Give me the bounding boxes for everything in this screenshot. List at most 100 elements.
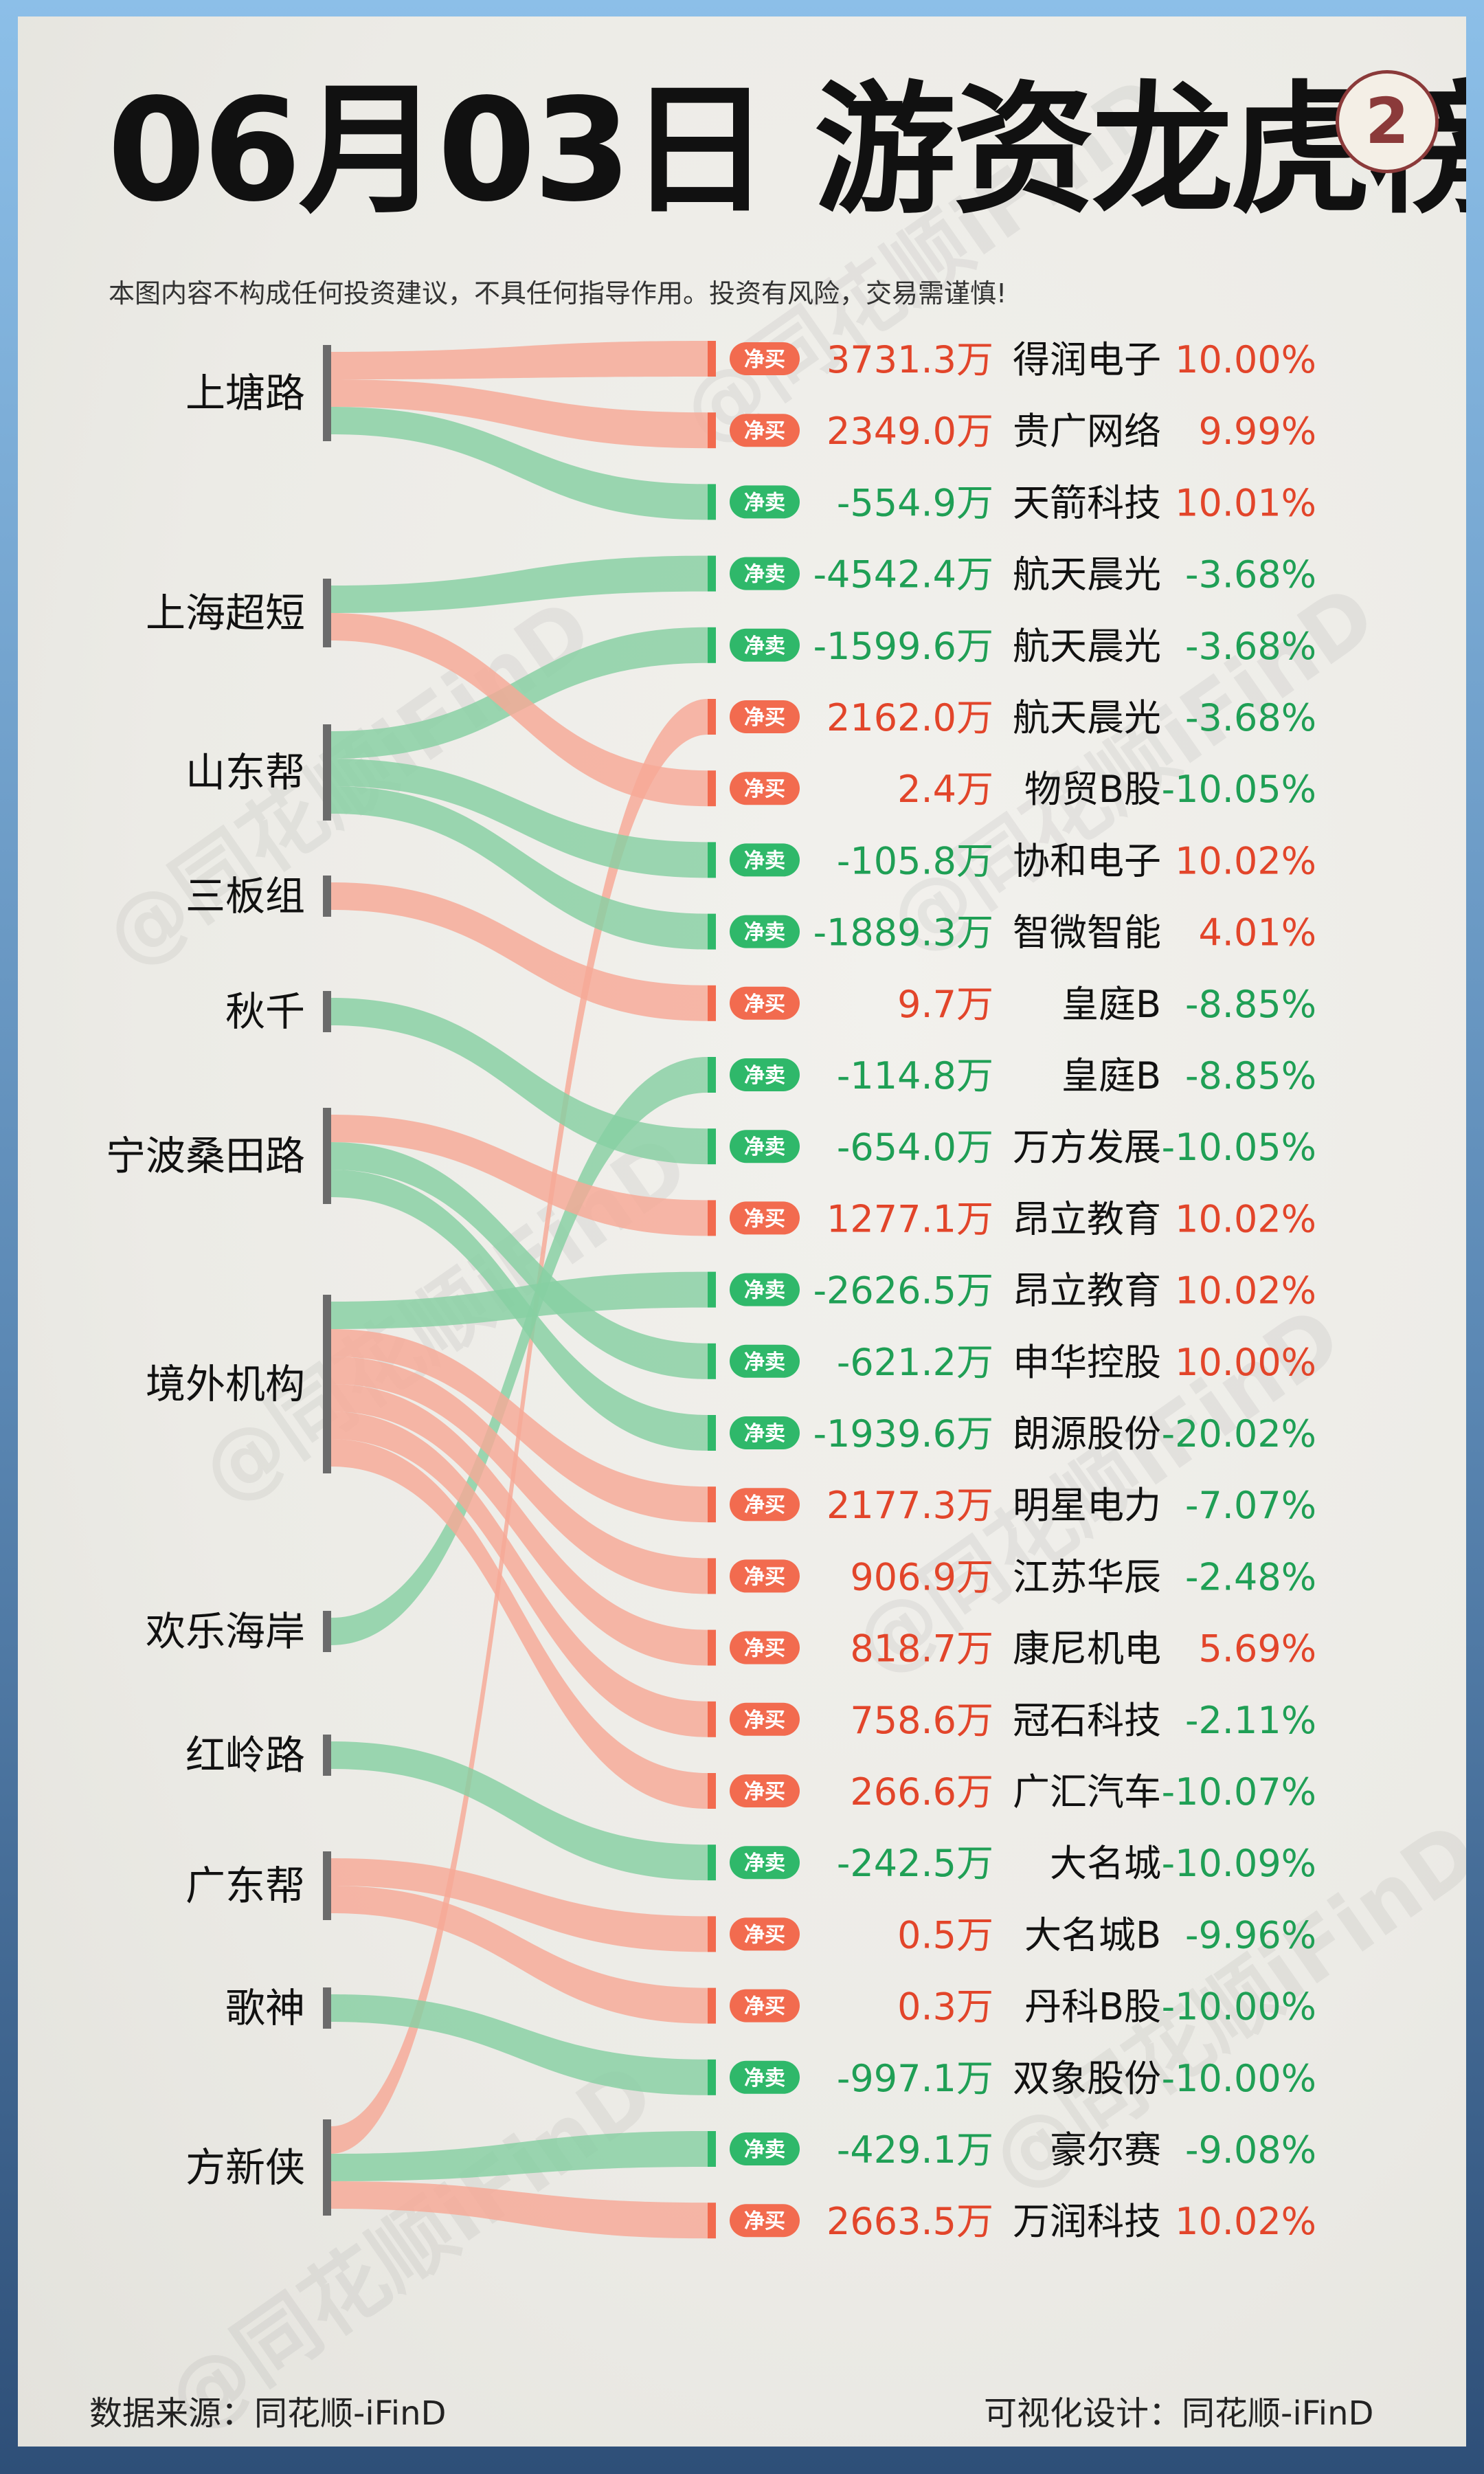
price-change: 10.00%	[1175, 338, 1316, 381]
flow-band	[331, 1384, 708, 1666]
badge-label: 净卖	[744, 1350, 785, 1374]
price-change: -3.68%	[1185, 696, 1316, 739]
target-bar	[708, 985, 716, 1021]
net-sell-badge	[730, 557, 800, 590]
net-sell-badge	[730, 1416, 800, 1449]
net-buy-badge	[730, 1774, 800, 1807]
source-node-bar	[323, 1851, 331, 1920]
source-node-bar	[323, 1295, 331, 1473]
flow-band	[331, 1858, 708, 1952]
stock-name: 双象股份	[1013, 2057, 1161, 2100]
stock-name: 贵广网络	[1013, 410, 1161, 453]
stock-name: 昂立教育	[1013, 1269, 1161, 1313]
stock-name: 航天晨光	[1013, 696, 1161, 739]
badge-label: 净卖	[744, 1064, 785, 1088]
stock-name: 万方发展	[1013, 1126, 1161, 1169]
flow-band	[331, 1142, 708, 1379]
flow-band	[331, 2131, 708, 2181]
source-node-label: 方新侠	[186, 2144, 305, 2191]
badge-label: 净买	[744, 1995, 785, 2019]
flow-amount: -4542.4万	[813, 553, 993, 597]
price-change: -10.00%	[1162, 1985, 1316, 2029]
target-bar	[708, 842, 716, 878]
price-change: -7.07%	[1185, 1484, 1316, 1527]
net-sell-badge	[730, 628, 800, 662]
stock-name: 广汇汽车	[1013, 1770, 1161, 1814]
stock-name: 江苏华辰	[1013, 1555, 1161, 1598]
net-sell-badge	[730, 2060, 800, 2094]
net-buy-badge	[730, 1631, 800, 1664]
source-node-label: 三板组	[186, 873, 305, 920]
page-number-badge: 2	[1336, 70, 1439, 173]
net-buy-badge	[730, 1488, 800, 1522]
stock-name: 智微智能	[1013, 911, 1161, 955]
flow-amount: -1599.6万	[813, 625, 993, 668]
price-change: -8.85%	[1185, 983, 1316, 1026]
flow-band	[331, 1741, 708, 1881]
flow-band	[331, 1886, 708, 2024]
flow-amount: -554.9万	[837, 481, 993, 524]
price-change: -9.08%	[1185, 2128, 1316, 2172]
flow-amount: -242.5万	[837, 1842, 993, 1885]
stock-name: 皇庭B	[1061, 1054, 1161, 1097]
price-change: -10.05%	[1162, 768, 1316, 811]
target-bar	[708, 913, 716, 950]
stock-name: 冠石科技	[1013, 1699, 1161, 1742]
flow-amount: -114.8万	[837, 1054, 993, 1097]
stock-name: 申华控股	[1013, 1341, 1161, 1384]
badge-label: 净买	[744, 706, 785, 730]
flow-amount: 2177.3万	[827, 1484, 993, 1527]
price-change: 10.02%	[1175, 1197, 1316, 1240]
flow-amount: -621.2万	[837, 1341, 993, 1384]
badge-label: 净买	[744, 1207, 785, 1231]
source-node-bar	[323, 724, 331, 821]
price-change: -3.68%	[1185, 625, 1316, 668]
price-change: 10.02%	[1175, 1269, 1316, 1313]
price-change: 5.69%	[1198, 1627, 1316, 1671]
net-buy-badge	[730, 2204, 800, 2238]
badge-label: 净买	[744, 777, 785, 801]
source-node-label: 秋千	[225, 988, 305, 1035]
flow-band	[331, 998, 708, 1165]
target-bar	[708, 2059, 716, 2095]
stock-name: 航天晨光	[1013, 625, 1161, 668]
source-node-bar	[323, 2119, 331, 2216]
source-node-bar	[323, 991, 331, 1032]
source-node-bar	[323, 876, 331, 917]
net-buy-badge	[730, 1702, 800, 1736]
price-change: -10.09%	[1162, 1842, 1316, 1885]
flow-band	[331, 2181, 708, 2239]
flow-amount: -997.1万	[837, 2057, 993, 2100]
stock-name: 大名城	[1050, 1842, 1161, 1885]
badge-label: 净卖	[744, 1422, 785, 1446]
price-change: 10.02%	[1175, 2200, 1316, 2243]
source-node-label: 广东帮	[186, 1862, 305, 1909]
badge-label: 净卖	[744, 849, 785, 873]
badge-label: 净买	[744, 992, 785, 1016]
price-change: -2.48%	[1185, 1555, 1316, 1598]
source-node-bar	[323, 579, 331, 647]
sankey-chart: 上塘路上海超短山东帮三板组秋千宁波桑田路境外机构欢乐海岸红岭路广东帮歌神方新侠 …	[106, 338, 1316, 2243]
badge-label: 净卖	[744, 921, 785, 945]
price-change: -9.96%	[1185, 1913, 1316, 1957]
price-change: -8.85%	[1185, 1054, 1316, 1097]
net-sell-badge	[730, 485, 800, 519]
stock-name: 康尼机电	[1013, 1627, 1161, 1671]
price-change: -2.11%	[1185, 1699, 1316, 1742]
flow-amount: -2626.5万	[813, 1269, 993, 1313]
badge-label: 净卖	[744, 1851, 785, 1875]
target-bar	[708, 1415, 716, 1451]
flow-amount: 2162.0万	[827, 696, 993, 739]
source-node-label: 上塘路	[186, 370, 305, 416]
target-bar	[708, 1987, 716, 2024]
source-node-label: 红岭路	[186, 1732, 305, 1779]
flow-band	[331, 555, 708, 613]
price-change: -10.07%	[1162, 1770, 1316, 1814]
target-bar	[708, 341, 716, 377]
target-bar	[708, 1200, 716, 1236]
flow-amount: 758.6万	[850, 1699, 993, 1742]
badge-label: 净卖	[744, 491, 785, 515]
page-title: 06月03日 游资龙虎榜	[107, 68, 1466, 233]
target-bar	[708, 1271, 716, 1308]
